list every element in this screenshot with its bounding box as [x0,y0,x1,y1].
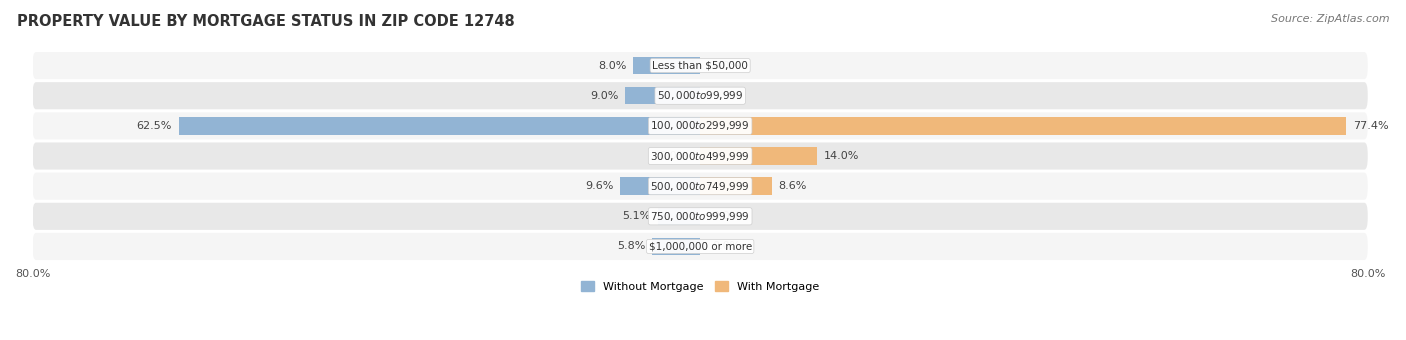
Text: 0.0%: 0.0% [713,91,741,101]
FancyBboxPatch shape [32,173,1368,200]
Bar [652,238,700,255]
Text: $750,000 to $999,999: $750,000 to $999,999 [651,210,749,223]
Bar [620,177,700,195]
Text: Less than $50,000: Less than $50,000 [652,61,748,71]
Text: 5.1%: 5.1% [623,211,651,221]
Bar [658,207,700,225]
FancyBboxPatch shape [32,112,1368,139]
Text: 0.0%: 0.0% [713,211,741,221]
Text: 8.0%: 8.0% [599,61,627,71]
FancyBboxPatch shape [32,52,1368,79]
Text: $1,000,000 or more: $1,000,000 or more [648,241,752,252]
Bar [700,117,1346,135]
Text: 0.0%: 0.0% [713,61,741,71]
Text: 8.6%: 8.6% [779,181,807,191]
Bar [634,57,700,74]
Text: 77.4%: 77.4% [1353,121,1388,131]
Bar [179,117,700,135]
FancyBboxPatch shape [32,233,1368,260]
FancyBboxPatch shape [32,142,1368,170]
Legend: Without Mortgage, With Mortgage: Without Mortgage, With Mortgage [576,276,824,296]
Bar [700,147,817,165]
Text: 9.0%: 9.0% [591,91,619,101]
Text: 0.0%: 0.0% [713,241,741,252]
FancyBboxPatch shape [32,82,1368,109]
Text: 5.8%: 5.8% [617,241,645,252]
Bar [626,87,700,104]
Text: 14.0%: 14.0% [824,151,859,161]
Text: 0.0%: 0.0% [659,151,688,161]
Text: Source: ZipAtlas.com: Source: ZipAtlas.com [1271,14,1389,23]
Text: $300,000 to $499,999: $300,000 to $499,999 [651,150,749,163]
Text: $50,000 to $99,999: $50,000 to $99,999 [657,89,744,102]
Text: $100,000 to $299,999: $100,000 to $299,999 [651,119,749,132]
Text: PROPERTY VALUE BY MORTGAGE STATUS IN ZIP CODE 12748: PROPERTY VALUE BY MORTGAGE STATUS IN ZIP… [17,14,515,29]
Text: 62.5%: 62.5% [136,121,172,131]
Text: $500,000 to $749,999: $500,000 to $749,999 [651,180,749,193]
Text: 9.6%: 9.6% [585,181,613,191]
Bar [700,177,772,195]
FancyBboxPatch shape [32,203,1368,230]
